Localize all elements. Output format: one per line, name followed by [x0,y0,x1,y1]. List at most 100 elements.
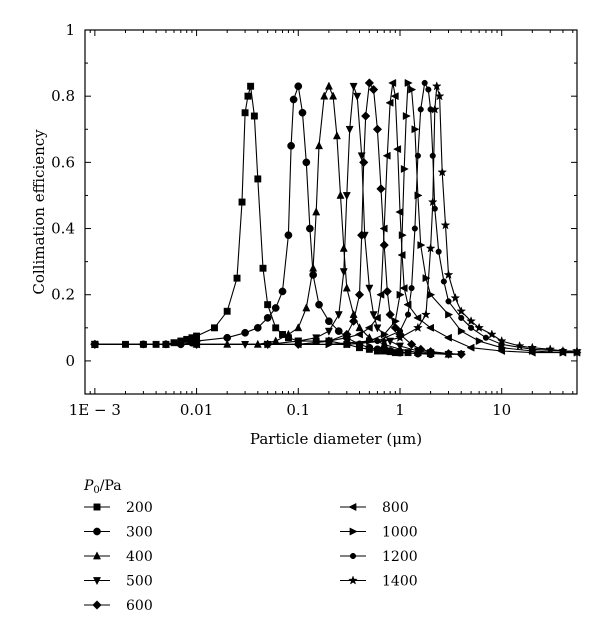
data-point-1400 [440,220,451,230]
data-point-1400 [427,196,438,207]
data-point-300 [278,287,287,296]
legend-entry-1200: 1200 [340,549,418,565]
data-point-600 [372,124,383,134]
data-point-600 [382,286,392,297]
data-point-500 [373,324,382,333]
data-point-600 [385,309,395,320]
data-point-1400 [466,316,476,326]
legend-label-1400: 1400 [382,574,418,590]
legend-marker-800 [348,502,357,512]
x-tick-label: 1E − 3 [69,401,121,419]
data-point-800 [393,145,402,154]
data-point-1400 [89,339,100,349]
data-point-800 [443,333,452,342]
legend-marker-1400 [348,575,358,585]
data-point-200 [170,339,178,347]
data-point-300 [315,300,323,309]
data-point-1400 [443,269,454,280]
data-point-1000 [380,330,389,339]
data-point-200 [254,175,262,183]
data-point-1200 [435,248,442,255]
legend-marker-400 [92,551,102,560]
data-point-500 [353,92,362,101]
data-point-500 [312,334,321,343]
y-axis-label: Collimation efficiency [30,129,48,295]
data-point-1400 [496,335,507,346]
data-point-1000 [402,112,411,121]
data-point-1200 [408,285,415,292]
x-axis-label: Particle diameter (μm) [250,430,422,448]
data-point-400 [339,243,348,252]
data-point-1400 [572,345,582,356]
data-point-800 [385,98,394,107]
data-point-300 [302,158,311,167]
data-point-500 [395,342,404,351]
data-point-600 [357,230,367,240]
data-point-800 [382,151,391,160]
data-point-600 [361,111,371,121]
data-point-1000 [417,241,426,250]
data-point-1400 [379,335,390,346]
data-point-800 [399,284,408,293]
plot-frame [84,29,578,395]
data-point-400 [342,283,351,292]
data-point-200 [241,109,249,117]
data-point-600 [348,316,359,326]
data-point-1400 [431,81,442,91]
x-tick-label: 0.01 [180,401,213,419]
legend-entry-800: 800 [340,500,409,516]
series-line-500 [94,86,462,355]
legend-label-200: 200 [126,500,153,516]
data-point-600 [354,290,365,300]
data-point-1400 [437,167,448,177]
legend-label-1200: 1200 [382,549,418,565]
data-point-400 [355,323,364,332]
data-point-400 [294,323,303,332]
data-point-300 [271,304,280,312]
data-point-1200 [421,79,428,86]
legend-marker-300 [93,527,101,536]
data-point-500 [365,284,374,293]
data-point-400 [324,81,333,90]
data-point-300 [289,95,298,104]
data-point-1400 [527,342,538,352]
data-point-1400 [425,243,436,253]
plot-area: 0 0.2 0.4 0.6 0.8 1 1E − 3 0.01 0.1 1 10 [51,21,582,419]
series-200 [91,82,412,357]
data-point-1400 [395,332,405,342]
data-point-1000 [408,85,417,94]
data-point-1000 [400,164,409,173]
data-point-800 [354,330,363,339]
data-point-500 [369,311,378,320]
data-point-1000 [404,78,413,87]
legend-marker-1200 [349,552,357,560]
data-point-300 [334,327,343,335]
data-point-200 [264,301,272,309]
data-point-300 [284,231,293,240]
data-point-1400 [429,104,440,114]
series-1000 [91,78,582,357]
data-point-500 [334,311,343,320]
data-point-1000 [398,231,407,240]
data-point-400 [329,91,338,100]
data-point-1200 [429,152,436,159]
data-point-1000 [396,290,405,299]
series-line-300 [94,86,431,355]
data-point-200 [233,274,241,282]
data-point-300 [253,323,262,332]
y-tick-label: 0.8 [51,87,75,105]
data-point-1200 [414,152,421,159]
data-point-400 [332,131,341,140]
data-point-500 [339,268,348,277]
data-point-1000 [475,337,484,346]
data-point-200 [247,82,255,90]
data-point-300 [306,224,314,233]
data-point-400 [315,141,324,150]
legend-title: P0/Pa [83,478,122,496]
series-line-400 [94,84,449,355]
data-point-400 [336,190,345,199]
data-point-1400 [545,344,556,354]
data-point-300 [386,347,394,355]
data-point-200 [250,112,258,120]
